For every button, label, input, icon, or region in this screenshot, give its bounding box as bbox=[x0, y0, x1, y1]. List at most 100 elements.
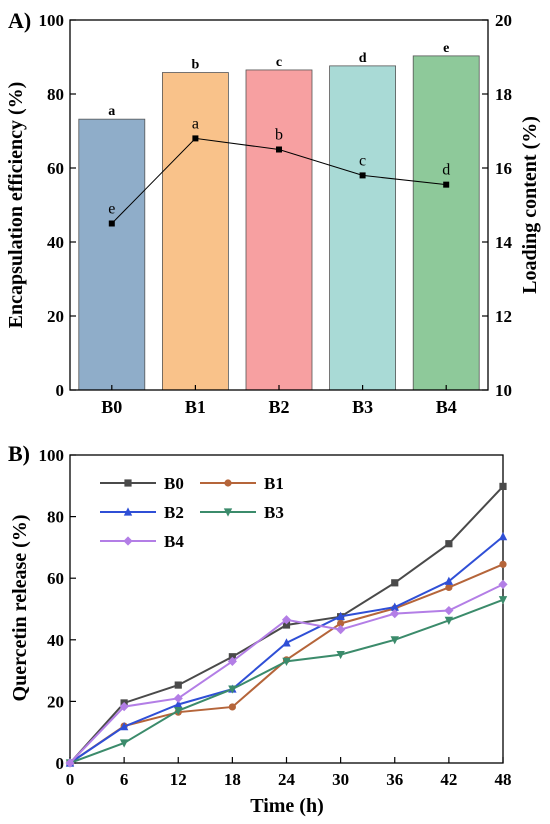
loading-letter-B4: d bbox=[442, 162, 450, 179]
loading-point-B2 bbox=[276, 146, 282, 153]
bar-letter-B4: e bbox=[443, 41, 449, 56]
legend-label-B2: B2 bbox=[164, 503, 184, 522]
bar-letter-B3: d bbox=[359, 51, 367, 66]
legend-marker-B0 bbox=[124, 479, 132, 487]
y-tick-label: 0 bbox=[56, 754, 65, 773]
bar-letter-B2: c bbox=[276, 55, 282, 70]
y-tick-label: 100 bbox=[39, 446, 65, 465]
loading-letter-B3: c bbox=[359, 152, 366, 169]
bar-B0 bbox=[78, 118, 146, 391]
x-tick-label: 6 bbox=[120, 770, 129, 789]
y-tick-label: 40 bbox=[47, 233, 64, 252]
legend-marker-B4 bbox=[123, 536, 133, 546]
x-tick-label-B4: B4 bbox=[436, 397, 457, 417]
panel-b-plot-frame bbox=[69, 454, 504, 764]
panel-b-y-axis-label: Quercetin release (%) bbox=[9, 515, 31, 702]
point-B4 bbox=[173, 693, 183, 703]
y2-tick-label: 20 bbox=[495, 11, 512, 30]
point-B0 bbox=[228, 653, 236, 661]
loading-point-B1 bbox=[192, 135, 199, 142]
y-tick-label: 0 bbox=[56, 381, 65, 400]
legend-item-B0: B0 bbox=[100, 474, 184, 493]
y-tick-label: 60 bbox=[47, 569, 64, 588]
chart-panel-a: A) a b c d e e a b c d 0 20 40 60 80 100 10 12 14 16 18 20 B… bbox=[5, 8, 541, 417]
point-B2 bbox=[498, 532, 508, 541]
loading-letter-B2: b bbox=[275, 127, 283, 144]
y2-tick-label: 18 bbox=[495, 85, 512, 104]
x-tick-label: 42 bbox=[440, 770, 457, 789]
bar-letter-B1: b bbox=[192, 58, 200, 73]
bar-B4 bbox=[412, 55, 480, 391]
x-tick-label: 12 bbox=[170, 770, 187, 789]
y2-tick-label: 12 bbox=[495, 307, 512, 326]
bar-B1 bbox=[161, 72, 229, 391]
point-B2 bbox=[174, 699, 183, 709]
point-B3 bbox=[119, 739, 129, 748]
point-B4 bbox=[227, 656, 237, 666]
point-B3 bbox=[498, 596, 508, 605]
legend-marker-B2 bbox=[123, 507, 133, 516]
point-B4 bbox=[281, 615, 292, 625]
y-tick-label: 80 bbox=[47, 85, 64, 104]
y2-tick-label: 16 bbox=[495, 159, 512, 178]
panel-a-label: A) bbox=[8, 8, 31, 33]
x-tick-label-B2: B2 bbox=[268, 397, 289, 417]
point-B0 bbox=[391, 579, 399, 587]
bar-B2 bbox=[245, 69, 313, 391]
point-B4 bbox=[119, 702, 129, 712]
y-tick-label: 100 bbox=[39, 11, 65, 30]
point-B1 bbox=[445, 583, 453, 592]
legend-item-B4: B4 bbox=[100, 532, 184, 551]
y-tick-label: 40 bbox=[47, 631, 64, 650]
x-tick-label: 48 bbox=[495, 770, 512, 789]
point-B3 bbox=[336, 650, 345, 660]
point-B3 bbox=[228, 685, 237, 694]
legend-item-B2: B2 bbox=[100, 503, 184, 522]
point-B2 bbox=[336, 611, 345, 620]
legend-label-B4: B4 bbox=[164, 532, 184, 551]
y-tick-label: 80 bbox=[47, 508, 64, 527]
x-tick-label: 30 bbox=[332, 770, 349, 789]
legend-item-B1: B1 bbox=[200, 474, 284, 493]
point-B4 bbox=[65, 758, 75, 768]
loading-point-B3 bbox=[359, 172, 366, 179]
point-B3 bbox=[174, 707, 183, 716]
panel-b-x-axis-label: Time (h) bbox=[250, 795, 324, 817]
x-tick-label: 18 bbox=[224, 770, 241, 789]
x-tick-label: 36 bbox=[386, 770, 403, 789]
panel-a-y2-axis-label: Loading content (%) bbox=[519, 116, 541, 294]
legend-label-B3: B3 bbox=[264, 503, 284, 522]
point-B0 bbox=[174, 681, 182, 689]
point-B2 bbox=[390, 602, 399, 611]
y-tick-label: 20 bbox=[47, 692, 64, 711]
y2-tick-label: 14 bbox=[495, 233, 513, 252]
panel-a-y-axis-label: Encapsulation efficiency (%) bbox=[5, 82, 27, 329]
point-B4 bbox=[336, 625, 346, 635]
legend-label-B0: B0 bbox=[164, 474, 184, 493]
y-tick-label: 60 bbox=[47, 159, 64, 178]
point-B2 bbox=[119, 722, 129, 731]
x-tick-label-B0: B0 bbox=[101, 397, 122, 417]
loading-point-B0 bbox=[108, 220, 115, 227]
loading-letter-B0: e bbox=[108, 201, 115, 218]
point-B0 bbox=[282, 621, 291, 629]
point-B0 bbox=[499, 482, 507, 491]
point-B4 bbox=[390, 609, 400, 619]
point-B4 bbox=[498, 579, 508, 589]
chart-panel-b: B) 0 20 40 60 80 100 0 6 12 18 24 30 36 42 48 B0 B1 B2 B3… bbox=[8, 441, 512, 817]
x-tick-label: 24 bbox=[278, 770, 296, 789]
legend-item-B3: B3 bbox=[200, 503, 284, 522]
x-tick-label: 0 bbox=[66, 770, 75, 789]
point-B3 bbox=[444, 616, 454, 625]
point-B0 bbox=[445, 540, 453, 548]
x-tick-label-B3: B3 bbox=[352, 397, 373, 417]
point-B3 bbox=[282, 657, 291, 666]
loading-letter-B1: a bbox=[192, 115, 199, 132]
point-B1 bbox=[228, 703, 236, 711]
point-B3 bbox=[390, 636, 399, 645]
legend-marker-B1 bbox=[224, 479, 232, 487]
bar-B3 bbox=[329, 65, 397, 391]
y2-tick-label: 10 bbox=[495, 381, 512, 400]
bar-letter-B0: a bbox=[108, 104, 115, 119]
